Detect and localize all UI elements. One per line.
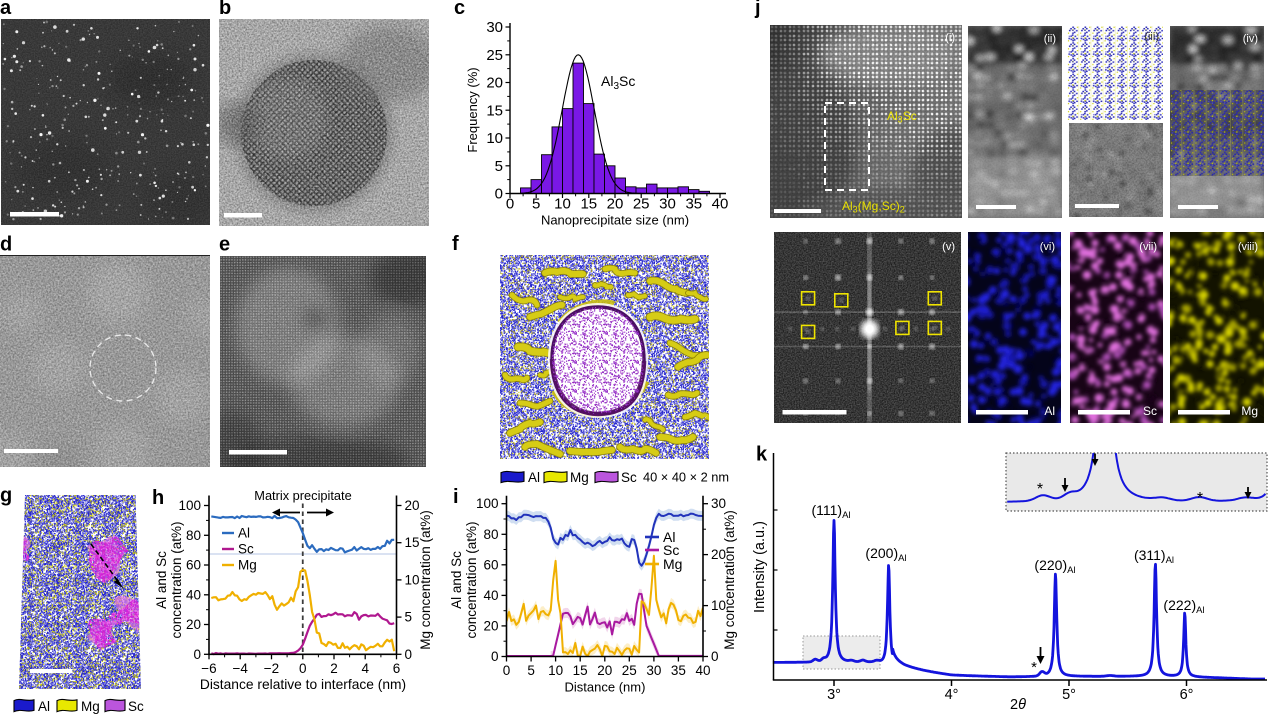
svg-text:30: 30 [711,496,726,511]
svg-text:Mg concentration (at%): Mg concentration (at%) [722,510,737,650]
svg-text:d: d [0,234,12,256]
svg-text:60: 60 [483,557,498,572]
svg-text:0: 0 [506,196,514,213]
svg-text:40: 40 [712,196,729,213]
svg-text:Frequency (%): Frequency (%) [465,67,480,152]
svg-text:15: 15 [486,103,503,120]
svg-text:40: 40 [186,587,201,602]
svg-text:0: 0 [299,661,307,676]
svg-text:10: 10 [548,663,563,678]
svg-text:Mg: Mg [570,470,589,485]
svg-text:e: e [219,234,230,256]
svg-text:Matrix precipitate: Matrix precipitate [254,488,351,503]
svg-text:20: 20 [486,75,503,92]
svg-text:Sc: Sc [128,699,144,714]
svg-text:a: a [0,0,12,19]
svg-text:30: 30 [486,19,503,36]
svg-text:0: 0 [193,647,201,662]
svg-text:Sc: Sc [238,542,254,557]
svg-text:35: 35 [685,196,702,213]
svg-text:20: 20 [597,663,612,678]
svg-text:Al and Sc: Al and Sc [154,551,169,609]
svg-text:5: 5 [495,158,503,175]
svg-text:60: 60 [186,558,201,573]
svg-text:Mg: Mg [663,556,682,572]
svg-text:15: 15 [573,663,588,678]
svg-text:25: 25 [622,663,637,678]
svg-text:Al: Al [528,470,540,485]
svg-text:−4: −4 [232,661,248,676]
svg-text:i: i [453,486,459,508]
svg-text:0: 0 [503,663,511,678]
svg-text:20: 20 [186,617,201,632]
svg-text:5: 5 [405,610,413,625]
svg-text:4: 4 [361,661,369,676]
svg-text:Al and Sc: Al and Sc [449,551,464,609]
svg-text:−6: −6 [201,661,216,676]
svg-text:80: 80 [483,527,498,542]
svg-text:6: 6 [393,661,401,676]
svg-text:25: 25 [486,47,503,64]
svg-text:0: 0 [405,647,413,662]
svg-text:10: 10 [554,196,571,213]
svg-text:40: 40 [695,663,710,678]
svg-text:g: g [0,485,12,507]
svg-text:5: 5 [532,196,540,213]
svg-text:Al: Al [238,526,250,541]
svg-text:2: 2 [330,661,338,676]
svg-text:0: 0 [491,649,499,664]
svg-text:h: h [152,487,164,509]
svg-text:−2: −2 [264,661,279,676]
svg-text:Al: Al [38,699,50,714]
svg-text:concentration (at%): concentration (at%) [464,521,479,638]
svg-text:Distance relative to interface: Distance relative to interface (nm) [200,677,406,692]
svg-text:25: 25 [633,196,650,213]
svg-text:10: 10 [486,130,503,147]
svg-text:j: j [754,0,761,19]
svg-text:Mg: Mg [238,558,257,573]
svg-text:100: 100 [476,496,499,511]
svg-text:Sc: Sc [621,470,637,485]
svg-text:concentration (at%): concentration (at%) [169,521,184,638]
svg-text:Nanoprecipitate size (nm): Nanoprecipitate size (nm) [541,213,689,228]
svg-text:35: 35 [671,663,686,678]
svg-text:20: 20 [483,618,498,633]
svg-text:80: 80 [186,528,201,543]
svg-text:f: f [452,233,459,255]
svg-text:Mg concentration (at%): Mg concentration (at%) [418,510,433,650]
svg-text:Distance (nm): Distance (nm) [565,680,646,695]
svg-text:30: 30 [659,196,676,213]
svg-text:20: 20 [607,196,624,213]
svg-text:b: b [219,0,231,19]
svg-text:15: 15 [580,196,597,213]
svg-text:0: 0 [711,649,719,664]
svg-text:k: k [756,444,768,466]
svg-text:0: 0 [495,186,503,203]
svg-text:40 × 40 × 2 nm: 40 × 40 × 2 nm [643,470,729,485]
svg-text:5: 5 [527,663,535,678]
svg-text:Mg: Mg [81,699,100,714]
svg-text:40: 40 [483,588,498,603]
svg-text:c: c [454,0,465,19]
svg-text:30: 30 [646,663,661,678]
svg-text:100: 100 [178,498,201,513]
